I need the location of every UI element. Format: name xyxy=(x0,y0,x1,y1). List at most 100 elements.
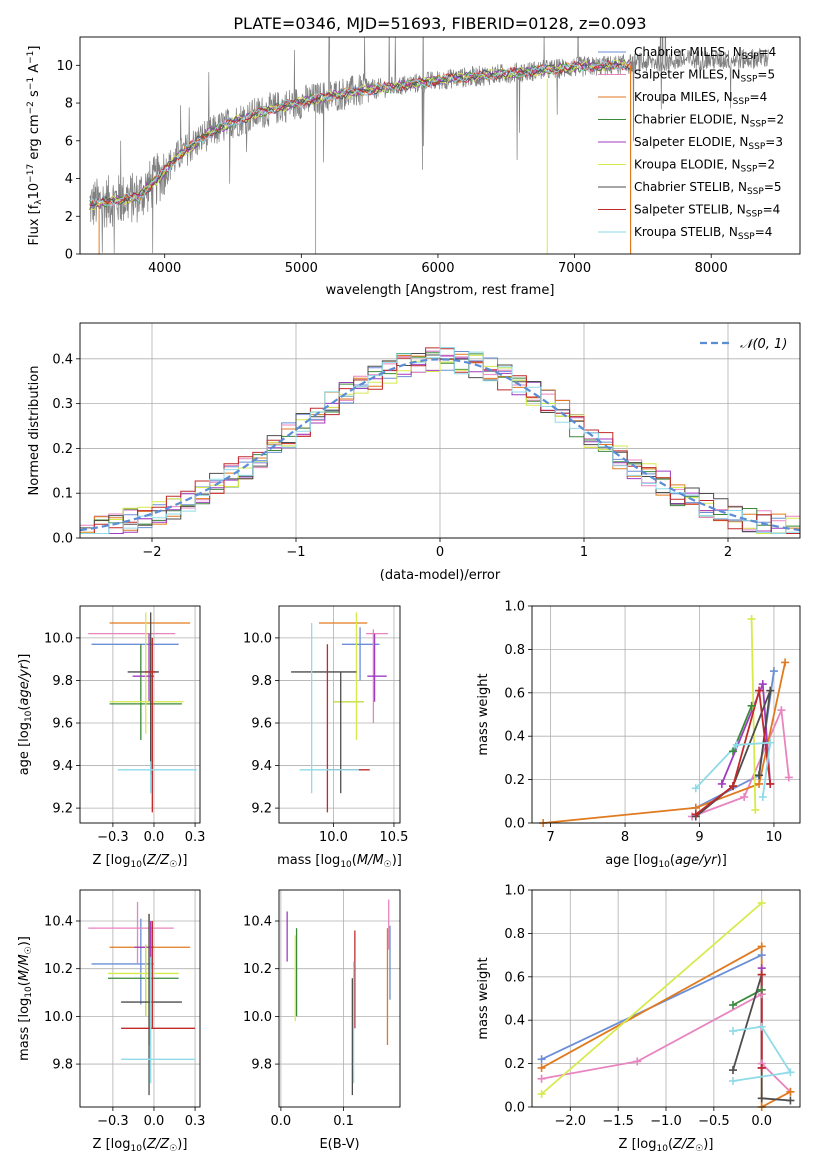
legend-label-kroupa_stelib: Kroupa STELIB, NSSP=4 xyxy=(634,225,772,242)
legend-text: Chabrier MILES, N xyxy=(634,45,742,59)
y-tick-label: 9.8 xyxy=(251,1058,272,1073)
x-tick-label: −0.5 xyxy=(698,1114,730,1129)
x-axis-label-part: age/yr xyxy=(675,853,718,868)
x-axis-label-part: ( xyxy=(142,853,147,868)
y-tick-label: 10.0 xyxy=(44,631,73,646)
weight-line-kroupa_stelib xyxy=(732,1025,792,1082)
x-tick-label: −2 xyxy=(142,545,161,560)
y-axis-label-part: −2 xyxy=(26,101,36,114)
legend-text: =5 xyxy=(757,68,775,82)
x-axis-label-part: )] xyxy=(392,853,402,868)
x-axis-label-part: 10 xyxy=(658,860,670,870)
y-axis-label-part: erg cm xyxy=(27,114,42,163)
x-tick-label: 8000 xyxy=(695,261,728,276)
x-tick-label: 8 xyxy=(621,830,629,845)
legend-sub: SSP xyxy=(746,210,763,220)
plot-area xyxy=(89,37,769,254)
y-tick-label: 9.6 xyxy=(251,717,272,732)
y-tick-label: 1.0 xyxy=(504,884,525,899)
x-tick-label: 7 xyxy=(546,830,554,845)
legend-sub: SSP xyxy=(733,97,750,107)
y-tick-label: 1.0 xyxy=(504,600,525,615)
x-axis-label-part: Z [log xyxy=(93,1137,131,1152)
legend-text: =3 xyxy=(765,135,783,149)
legend-sub: SSP xyxy=(741,165,758,175)
legend-text: =4 xyxy=(755,225,773,239)
x-axis-label-part: ☉ xyxy=(169,1144,177,1154)
x-axis-label-part: )] xyxy=(177,1137,187,1152)
legend-sub: SSP xyxy=(741,75,758,85)
y-axis-label-part: ☉ xyxy=(24,946,34,954)
legend-text: =2 xyxy=(757,158,775,172)
y-axis-label-part: Flux [f xyxy=(27,204,42,245)
x-tick-label: 0 xyxy=(436,545,444,560)
y-tick-label: 10.0 xyxy=(243,631,272,646)
y-axis-label-part: −1 xyxy=(26,77,36,90)
x-tick-label: 0.0 xyxy=(271,1114,292,1129)
panel-spectrum: 4000 5000 6000 7000 8000 0 2 4 6 8 10 Chabrier MILE… xyxy=(26,36,801,298)
legend-text: =4 xyxy=(759,45,777,59)
x-axis-label-part: age [log xyxy=(605,853,658,868)
legend-text: Salpeter STELIB, N xyxy=(634,203,746,217)
y-tick-label: 9.2 xyxy=(52,802,73,817)
y-axis-label-part: 10 xyxy=(24,986,34,998)
x-axis-label-part: ☉ xyxy=(169,860,177,870)
y-axis-label-part: Normed distribution xyxy=(27,366,42,496)
weight-line-kroupa_elodie xyxy=(541,902,763,1095)
y-axis-label-part: age/yr xyxy=(17,662,32,705)
x-axis-label-part: )] xyxy=(703,1137,713,1152)
axes-frame xyxy=(531,605,801,824)
legend-text: =5 xyxy=(764,180,782,194)
plot-area xyxy=(543,618,790,823)
y-tick-label: 4 xyxy=(65,172,73,187)
panel-age_vs_mass: 10.0 10.5 9.2 9.4 9.6 9.8 10.0 mass [log10(M/M☉… xyxy=(243,605,408,870)
x-axis-label-part: ☉ xyxy=(695,1144,703,1154)
y-tick-label: 0 xyxy=(65,248,73,263)
plot-area xyxy=(80,347,800,534)
x-axis-label-part: Z/Z xyxy=(146,1137,170,1152)
weight-line-kroupa_stelib xyxy=(695,741,772,798)
y-tick-label: 0.8 xyxy=(504,927,525,942)
y-axis-label: mass weight xyxy=(476,957,491,1039)
x-axis-label-part: E(B-V) xyxy=(319,1137,359,1152)
axes-frame xyxy=(278,605,401,824)
legend-sub: SSP xyxy=(742,52,759,62)
weight-line-chabrier_miles xyxy=(695,670,775,809)
legend-text: Chabrier ELODIE, N xyxy=(634,113,750,127)
y-tick-label: 10.0 xyxy=(243,1010,272,1025)
x-tick-label: 10.0 xyxy=(319,830,348,845)
y-tick-label: 0.0 xyxy=(504,1101,525,1116)
y-tick-label: 9.8 xyxy=(52,1058,73,1073)
y-tick-label: 0.4 xyxy=(52,352,73,367)
figure-title: PLATE=0346, MJD=51693, FIBERID=0128, z=0… xyxy=(233,14,646,33)
y-tick-label: 0.3 xyxy=(52,397,73,412)
gaussian-curve xyxy=(80,358,800,532)
y-axis-label-part: ] xyxy=(27,46,42,51)
y-tick-label: 0.4 xyxy=(504,1014,525,1029)
y-tick-label: 9.8 xyxy=(52,674,73,689)
y-tick-label: 9.4 xyxy=(251,759,272,774)
y-tick-label: 10.2 xyxy=(243,962,272,977)
x-axis-label-part: 10 xyxy=(130,1144,142,1154)
y-tick-label: 0.0 xyxy=(52,532,73,547)
y-tick-label: 10.0 xyxy=(44,1010,73,1025)
x-tick-label: 0.0 xyxy=(144,1114,165,1129)
y-tick-label: 9.2 xyxy=(251,802,272,817)
y-axis-label-part: 10 xyxy=(24,710,34,722)
y-axis-label: Flux [fλ10−17 erg cm−2 s−1 A−1] xyxy=(26,46,44,246)
x-axis-label-part: ( xyxy=(668,1137,673,1152)
x-tick-label: 5000 xyxy=(285,261,318,276)
y-tick-label: 9.8 xyxy=(251,674,272,689)
panel-mass_vs_ebv: 0.0 0.1 9.8 10.0 10.2 10.4 E(B-V) xyxy=(243,889,401,1152)
y-tick-label: 0.0 xyxy=(504,817,525,832)
x-axis-label-part: (data-model)/error xyxy=(380,568,501,583)
plot-area xyxy=(291,612,388,813)
x-axis-label-part: ( xyxy=(670,853,675,868)
panel-residuals: −2 −1 0 1 2 0.0 0.1 0.2 0.3 0.4 𝒩(0, 1) (data-model… xyxy=(27,322,801,583)
x-axis-label: Z [log10(Z/Z☉)] xyxy=(619,1137,714,1154)
x-axis-label: Z [log10(Z/Z☉)] xyxy=(93,853,188,870)
y-tick-label: 10.4 xyxy=(243,915,272,930)
x-tick-label: −1 xyxy=(286,545,305,560)
